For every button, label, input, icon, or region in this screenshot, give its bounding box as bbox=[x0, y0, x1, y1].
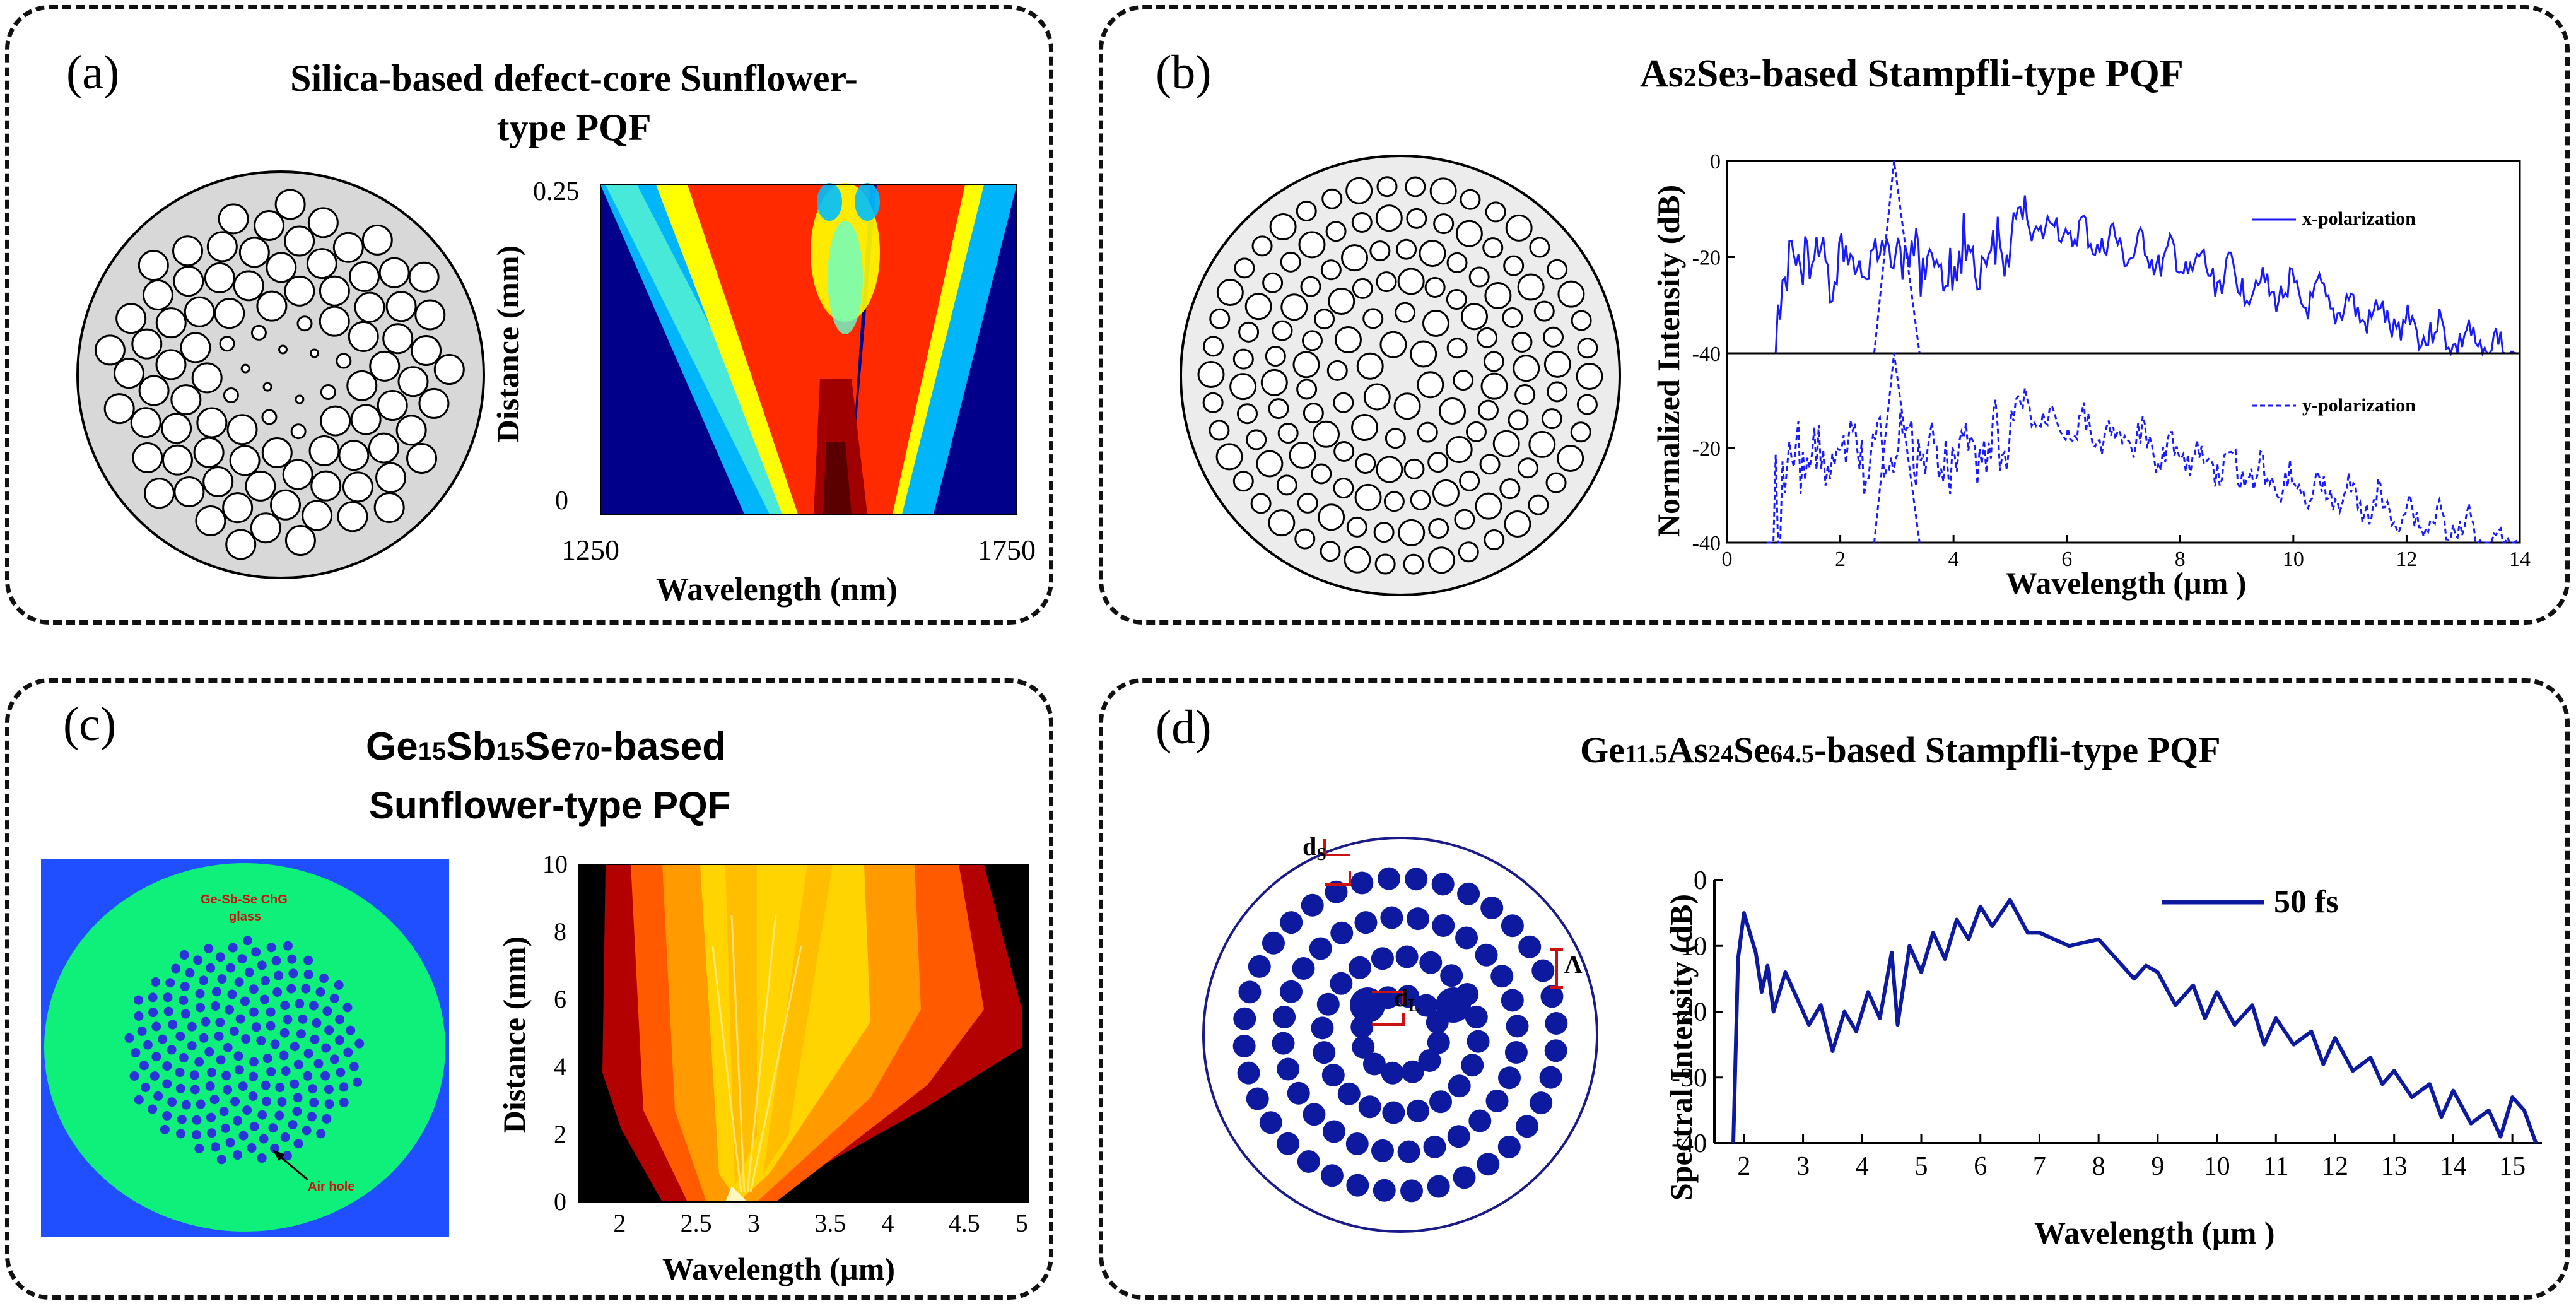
panel-a-title: Silica-based defect-core Sunflower- type… bbox=[208, 54, 940, 152]
panel-c-ytick: 8 bbox=[554, 917, 566, 946]
panel-c-ytick: 6 bbox=[554, 985, 566, 1013]
panel-c-title-based: -based bbox=[600, 725, 727, 768]
panel-c-xtick: 2.5 bbox=[680, 1209, 712, 1237]
panel-c-title: Ge15Sb15Se70-based bbox=[366, 724, 726, 769]
panel-d-lambda-label: Λ bbox=[1564, 950, 1583, 979]
panel-a-xtick-right: 1750 bbox=[978, 534, 1036, 566]
panel-d-title: Ge11.5As24Se64.5-based Stampfli-type PQF bbox=[1580, 729, 2221, 771]
panel-c-xtick: 3 bbox=[747, 1209, 760, 1237]
panel-c-title-se: Se bbox=[524, 725, 572, 768]
panel-a-xlabel: Wavelength (nm) bbox=[656, 572, 898, 608]
panel-c-ytick: 0 bbox=[554, 1187, 566, 1216]
panel-a-xtick-left: 1250 bbox=[561, 534, 619, 566]
panel-b bbox=[1099, 5, 2570, 625]
panel-d-title-sub1: 11.5 bbox=[1624, 739, 1668, 768]
panel-a-ylabel: Distance (mm) bbox=[490, 245, 525, 443]
panel-b-title-rest: -based Stampfli-type PQF bbox=[1748, 52, 2184, 95]
panel-c-label: (c) bbox=[63, 698, 117, 751]
panel-c-title-sb: Sb bbox=[446, 725, 496, 768]
panel-b-label: (b) bbox=[1156, 46, 1212, 99]
panel-b-ylabel: Normalized Intensity (dB) bbox=[1651, 184, 1686, 538]
panel-d-dl-label: dL bbox=[1394, 983, 1420, 1016]
panel-c-xtick: 5 bbox=[1016, 1209, 1028, 1237]
panel-d-title-ge: Ge bbox=[1580, 729, 1625, 770]
panel-d-title-as: As bbox=[1667, 729, 1709, 770]
panel-d-title-sub2: 24 bbox=[1708, 739, 1734, 768]
panel-c bbox=[5, 678, 1053, 1300]
panel-a-title-line2: type PQF bbox=[496, 107, 652, 148]
panel-a bbox=[5, 5, 1053, 625]
panel-d-legend: 50 fs bbox=[2274, 884, 2339, 920]
panel-c-xtick: 2 bbox=[613, 1209, 626, 1237]
panel-c-xtick: 3.5 bbox=[814, 1209, 846, 1237]
panel-b-legend-y: y-polarization bbox=[2302, 395, 2416, 416]
panel-c-glass-label-2: glass bbox=[229, 910, 262, 924]
panel-c-xtick: 4 bbox=[881, 1209, 894, 1237]
panel-d-ds-label: dS bbox=[1303, 832, 1326, 865]
panel-c-ytick: 4 bbox=[554, 1052, 566, 1081]
panel-c-title-line2: Sunflower-type PQF bbox=[369, 784, 731, 827]
panel-b-title-sub2: 3 bbox=[1735, 64, 1749, 93]
panel-d-label: (d) bbox=[1156, 701, 1212, 754]
panel-d-title-sub3: 64.5 bbox=[1770, 739, 1815, 768]
panel-a-ytick-bottom: 0 bbox=[555, 486, 568, 515]
panel-c-title-ge: Ge bbox=[366, 725, 418, 768]
panel-c-airhole-label: Air hole bbox=[308, 1180, 355, 1194]
panel-b-xlabel: Wavelength (µm ) bbox=[2006, 565, 2247, 601]
panel-b-title-se: Se bbox=[1696, 52, 1736, 95]
panel-d-ds-sub: S bbox=[1316, 845, 1326, 864]
panel-d-dl-sub: L bbox=[1408, 996, 1420, 1016]
panel-a-label: (a) bbox=[66, 46, 120, 99]
panel-c-title-sub3: 70 bbox=[571, 738, 600, 765]
panel-c-xlabel: Wavelength (µm) bbox=[662, 1251, 896, 1286]
panel-d bbox=[1099, 678, 2570, 1300]
panel-c-title-sub1: 15 bbox=[418, 738, 447, 765]
panel-a-ytick-top: 0.25 bbox=[533, 177, 580, 206]
panel-c-ytick: 2 bbox=[554, 1120, 566, 1148]
panel-d-ylabel: Spectral Intensity (dB) bbox=[1663, 893, 1699, 1201]
panel-d-title-rest: -based Stampfli-type PQF bbox=[1814, 729, 2221, 770]
panel-b-title-as: As bbox=[1640, 52, 1683, 95]
panel-c-ylabel: Distance (mm) bbox=[496, 936, 532, 1134]
panel-c-ytick: 10 bbox=[542, 850, 568, 878]
panel-a-title-line1: Silica-based defect-core Sunflower- bbox=[290, 57, 858, 99]
panel-c-title-sub2: 15 bbox=[496, 738, 524, 765]
panel-b-title: As2Se3-based Stampfli-type PQF bbox=[1640, 52, 2184, 97]
panel-c-xtick: 4.5 bbox=[948, 1209, 980, 1237]
panel-b-title-sub1: 2 bbox=[1683, 64, 1697, 93]
panel-d-dl-d: d bbox=[1394, 984, 1408, 1012]
panel-d-title-se: Se bbox=[1733, 729, 1771, 770]
panel-c-glass-label-1: Ge-Sb-Se ChG bbox=[201, 893, 288, 907]
panel-b-legend-x: x-polarization bbox=[2302, 208, 2416, 229]
panel-d-ds-d: d bbox=[1303, 832, 1317, 861]
panel-d-xlabel: Wavelength (µm ) bbox=[2034, 1215, 2275, 1250]
